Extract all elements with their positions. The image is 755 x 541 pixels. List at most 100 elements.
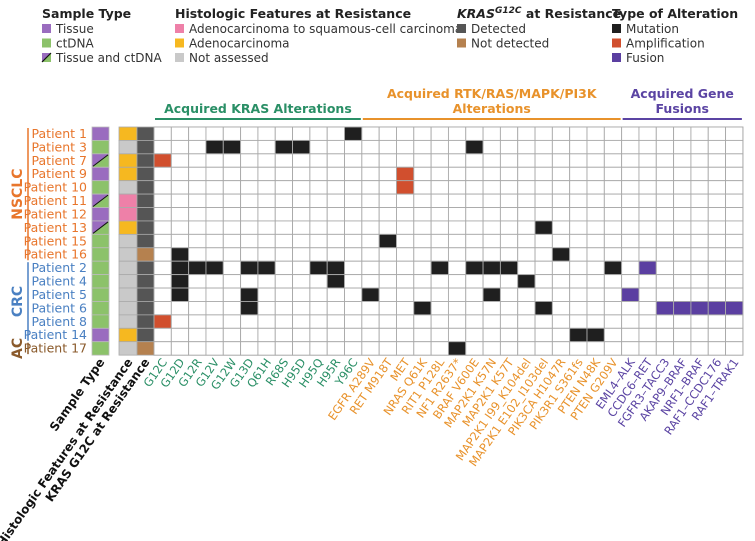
- heatmap-cell: [465, 247, 484, 262]
- heatmap-cell: [309, 180, 328, 195]
- heatmap-cell: [673, 153, 692, 168]
- heatmap-cell: [292, 287, 311, 302]
- heatmap-cell: [430, 247, 449, 262]
- heatmap-cell: [673, 233, 692, 249]
- sample-type-cell: [92, 180, 109, 195]
- sample-type-diagonal: [92, 154, 109, 167]
- heatmap-cell: [361, 233, 380, 249]
- heatmap-cell: [725, 126, 744, 141]
- heatmap-cell: [569, 260, 588, 276]
- heatmap-cell: [534, 126, 553, 141]
- heatmap-cell: [326, 341, 345, 356]
- heatmap-cell: [240, 314, 259, 329]
- heatmap-cell: [725, 207, 744, 222]
- heatmap-cell: [274, 207, 294, 222]
- heatmap-cell: [482, 327, 501, 343]
- heatmap-cell: [344, 314, 363, 329]
- alteration-cell-mutation: [257, 260, 276, 276]
- histology-cell: [118, 233, 138, 249]
- heatmap-cell: [344, 341, 363, 356]
- heatmap-cell: [274, 260, 294, 276]
- heatmap-cell: [465, 327, 484, 343]
- heatmap-cell: [430, 341, 449, 356]
- heatmap-cell: [257, 153, 276, 168]
- heatmap-cell: [361, 139, 380, 155]
- legend-title: Type of Alteration: [612, 6, 738, 21]
- heatmap-cell: [170, 207, 190, 222]
- heatmap-cell: [569, 220, 588, 235]
- heatmap-cell: [603, 207, 623, 222]
- heatmap-cell: [205, 274, 224, 289]
- heatmap-cell: [707, 233, 727, 249]
- heatmap-cell: [309, 274, 328, 289]
- heatmap-cell: [707, 327, 727, 343]
- histology-cell: [118, 180, 138, 195]
- heatmap-cell: [274, 247, 294, 262]
- heatmap-cell: [292, 247, 311, 262]
- alteration-cell-mutation: [569, 327, 588, 343]
- heatmap-cell: [690, 233, 709, 249]
- heatmap-cell: [309, 220, 328, 235]
- heatmap-cell: [205, 314, 224, 329]
- heatmap-cell: [603, 193, 623, 208]
- heatmap-cell: [396, 153, 415, 168]
- heatmap-cell: [326, 220, 345, 235]
- heatmap-cell: [188, 314, 207, 329]
- heatmap-cell: [638, 274, 657, 289]
- kras-g12c-cell: [136, 287, 155, 302]
- heatmap-cell: [447, 193, 467, 208]
- legend-swatch-fusion: [612, 53, 621, 62]
- alteration-cell-mutation: [534, 301, 553, 316]
- legend-swatch-squamous: [175, 24, 184, 33]
- heatmap-cell: [707, 260, 727, 276]
- heatmap-cell: [292, 126, 311, 141]
- heatmap-cell: [188, 233, 207, 249]
- heatmap-cell: [188, 166, 207, 182]
- legend-label: Tissue and ctDNA: [55, 51, 163, 65]
- heatmap-cell: [534, 207, 553, 222]
- heatmap-cell: [499, 314, 519, 329]
- heatmap-cell: [569, 180, 588, 195]
- heatmap-cell: [707, 247, 727, 262]
- heatmap-cell: [188, 126, 207, 141]
- heatmap-cell: [153, 139, 172, 155]
- heatmap-cell: [413, 180, 432, 195]
- heatmap-cell: [240, 126, 259, 141]
- alteration-cell-amplification: [153, 314, 172, 329]
- heatmap-cell: [655, 220, 675, 235]
- heatmap-cell: [690, 220, 709, 235]
- heatmap-cell: [309, 207, 328, 222]
- heatmap-cell: [725, 139, 744, 155]
- alteration-cell-mutation: [170, 274, 190, 289]
- column-group-title: Acquired RTK/RAS/MAPK/PI3K: [387, 86, 598, 101]
- heatmap-cell: [621, 153, 640, 168]
- heatmap-cell: [569, 166, 588, 182]
- alteration-cell-fusion: [707, 301, 727, 316]
- heatmap-cell: [603, 233, 623, 249]
- heatmap-cell: [638, 220, 657, 235]
- heatmap-cell: [326, 207, 345, 222]
- legend-label: Adenocarcinoma to squamous-cell carcinom…: [189, 22, 462, 36]
- heatmap-cell: [326, 287, 345, 302]
- heatmap-cell: [482, 274, 501, 289]
- heatmap-cell: [690, 166, 709, 182]
- heatmap-cell: [222, 126, 242, 141]
- heatmap-cell: [586, 139, 605, 155]
- legend-swatch-mutation: [612, 24, 621, 33]
- patient-label: Patient 3: [32, 139, 87, 154]
- heatmap-cell: [257, 220, 276, 235]
- heatmap-cell: [170, 220, 190, 235]
- histology-cell: [118, 260, 138, 276]
- heatmap-cell: [482, 139, 501, 155]
- sample-type-cell: [92, 328, 109, 342]
- column-group-title: Acquired KRAS Alterations: [164, 101, 352, 116]
- heatmap-cell: [257, 126, 276, 141]
- legend-swatch-amplification: [612, 38, 621, 48]
- heatmap-cell: [569, 153, 588, 168]
- heatmap-cell: [569, 247, 588, 262]
- heatmap-cell: [586, 220, 605, 235]
- heatmap-cell: [603, 314, 623, 329]
- heatmap-cell: [170, 233, 190, 249]
- heatmap-cell: [621, 180, 640, 195]
- heatmap-cell: [569, 126, 588, 141]
